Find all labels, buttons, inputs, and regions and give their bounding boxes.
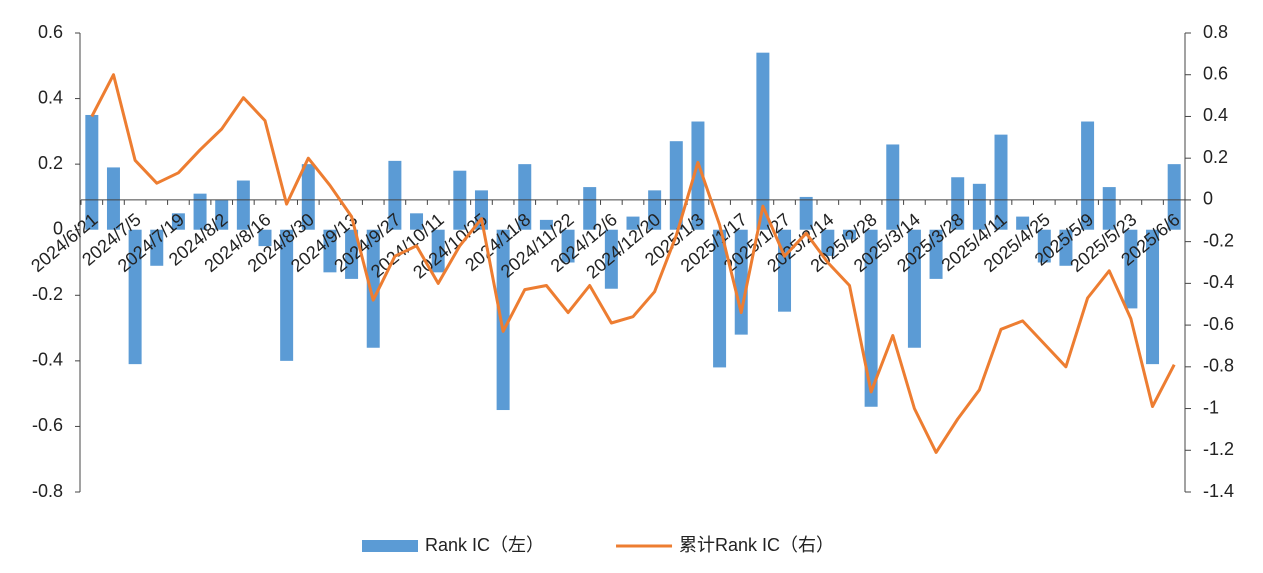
y-tick-label: 0.2 — [38, 153, 63, 173]
bar — [280, 229, 294, 361]
y2-tick-label: 0.6 — [1203, 63, 1228, 83]
y2-tick-label: -1 — [1203, 397, 1219, 417]
y2-tick-label: -0.8 — [1203, 356, 1234, 376]
y2-tick-label: 0.4 — [1203, 105, 1228, 125]
bar — [561, 229, 575, 263]
y-tick-label: 0 — [53, 218, 63, 238]
bar — [821, 229, 835, 256]
y-tick-label: -0.8 — [32, 481, 63, 501]
bar — [410, 213, 424, 230]
bar — [388, 160, 402, 230]
bar — [583, 187, 597, 230]
y2-tick-label: -0.2 — [1203, 230, 1234, 250]
bar — [604, 229, 618, 289]
y-tick-label: -0.4 — [32, 350, 63, 370]
legend-swatch — [362, 540, 418, 552]
bar — [193, 193, 207, 230]
bar — [1124, 229, 1138, 309]
y2-tick-label: 0 — [1203, 189, 1213, 209]
bar — [1016, 216, 1030, 230]
y-tick-label: 0.6 — [38, 22, 63, 42]
bar — [756, 52, 770, 230]
y2-tick-label: -0.4 — [1203, 272, 1234, 292]
bar — [1167, 164, 1181, 230]
bar — [236, 180, 250, 230]
bar — [539, 219, 553, 230]
bar — [734, 229, 748, 335]
bar — [1037, 229, 1051, 263]
bar — [128, 229, 142, 365]
bar — [150, 229, 164, 266]
bar — [366, 229, 380, 348]
bar — [864, 229, 878, 407]
bar — [691, 121, 705, 230]
bar — [1146, 229, 1160, 365]
y-tick-label: -0.6 — [32, 415, 63, 435]
bar — [669, 141, 683, 230]
bar — [972, 183, 986, 230]
bar — [345, 229, 359, 279]
bar — [907, 229, 921, 348]
y2-tick-label: -1.2 — [1203, 439, 1234, 459]
bar — [171, 213, 185, 230]
y2-tick-label: -0.6 — [1203, 314, 1234, 334]
bar — [886, 144, 900, 230]
y2-tick-label: -1.4 — [1203, 481, 1234, 501]
bar — [518, 164, 532, 230]
bar — [431, 229, 445, 273]
bar — [496, 229, 510, 411]
bar — [215, 200, 229, 230]
bar — [994, 134, 1008, 230]
bar — [85, 114, 99, 230]
bar — [626, 216, 640, 230]
legend-label: 累计Rank IC（右） — [679, 535, 834, 555]
y-tick-label: 0.4 — [38, 87, 63, 107]
bar — [106, 167, 120, 230]
bar — [799, 196, 813, 230]
bar — [929, 229, 943, 279]
bar — [258, 229, 272, 247]
bar — [1102, 187, 1116, 230]
y-tick-label: -0.2 — [32, 284, 63, 304]
y2-tick-label: 0.8 — [1203, 22, 1228, 42]
line — [90, 73, 1176, 454]
y2-tick-label: 0.2 — [1203, 147, 1228, 167]
bar — [323, 229, 337, 273]
bar — [842, 229, 856, 240]
legend-label: Rank IC（左） — [425, 535, 544, 555]
bar — [301, 164, 315, 230]
bar — [1059, 229, 1073, 266]
bar — [1081, 121, 1095, 230]
bar — [713, 229, 727, 368]
bar — [951, 177, 965, 230]
